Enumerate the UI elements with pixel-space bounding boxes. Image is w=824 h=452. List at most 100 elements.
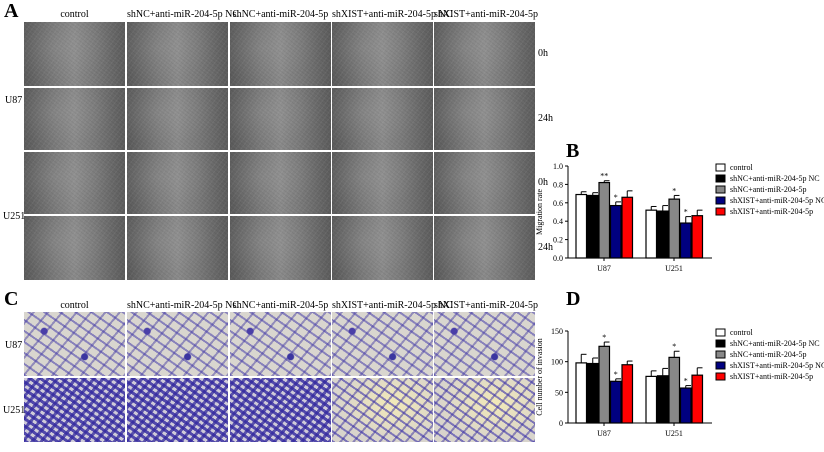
- legend-entry: shXIST+anti-miR-204-5p NC: [730, 361, 824, 370]
- invasion-micrograph: [332, 378, 433, 442]
- column-label: shXIST+anti-miR-204-5p NC: [332, 300, 453, 311]
- migration-micrograph: [434, 216, 535, 280]
- bar: [609, 204, 622, 259]
- y-tick-label: 0.8: [553, 180, 563, 189]
- legend-swatch: [715, 174, 726, 183]
- bar: [668, 356, 681, 424]
- significance-mark: *: [602, 333, 606, 342]
- bar: [691, 215, 704, 259]
- significance-mark: *: [614, 193, 618, 202]
- y-axis-label: Migration rate: [535, 189, 544, 235]
- legend-swatch: [715, 350, 726, 359]
- bar: [575, 362, 588, 424]
- migration-micrograph: [434, 152, 535, 214]
- column-label: shNC+anti-miR-204-5p NC: [127, 300, 240, 311]
- y-axis-label: Cell number of invasion: [535, 338, 544, 416]
- bar: [691, 374, 704, 424]
- x-tick-label: U87: [597, 429, 611, 438]
- y-tick-label: 0.0: [553, 254, 563, 263]
- y-tick-label: 0.4: [553, 217, 563, 226]
- bar: [609, 380, 622, 424]
- y-tick-label: 50: [555, 388, 563, 397]
- y-tick-label: 100: [551, 358, 563, 367]
- column-label: shXIST+anti-miR-204-5p: [434, 9, 538, 20]
- bar: [645, 209, 658, 259]
- bar: [598, 345, 611, 424]
- significance-mark: *: [684, 377, 688, 386]
- bar: [656, 210, 669, 259]
- invasion-chart: 0 50 100 150 Cell number of invasion * * U87 * * U…: [535, 327, 824, 438]
- legend-entry: control: [730, 163, 753, 172]
- migration-micrograph: [24, 22, 125, 86]
- significance-mark: *: [672, 186, 676, 195]
- legend-entry: control: [730, 328, 753, 337]
- migration-micrograph: [230, 88, 331, 150]
- column-label: control: [60, 9, 89, 20]
- bar: [645, 375, 658, 424]
- y-tick-label: 0: [559, 419, 563, 428]
- significance-mark: *: [684, 208, 688, 217]
- migration-micrograph: [434, 88, 535, 150]
- migration-micrograph: [230, 216, 331, 280]
- column-label: shXIST+anti-miR-204-5p: [434, 300, 538, 311]
- column-label: shNC+anti-miR-204-5p NC: [127, 9, 240, 20]
- timepoint-label: 24h: [538, 113, 553, 124]
- migration-micrograph: [230, 22, 331, 86]
- bar: [621, 196, 634, 259]
- migration-micrograph: [230, 152, 331, 214]
- column-label: shXIST+anti-miR-204-5p NC: [332, 9, 453, 20]
- invasion-micrograph: [24, 378, 125, 442]
- panel-label-b: B: [566, 140, 580, 162]
- panel-label-d: D: [566, 288, 581, 310]
- cell-line-label: U251: [3, 211, 26, 222]
- legend-swatch: [715, 163, 726, 172]
- migration-micrograph: [24, 216, 125, 280]
- bar: [575, 193, 588, 259]
- x-tick-label: U251: [665, 429, 683, 438]
- invasion-micrograph: [434, 378, 535, 442]
- bar: [586, 194, 599, 259]
- migration-micrograph: [434, 22, 535, 86]
- y-tick-label: 150: [551, 327, 563, 336]
- legend-swatch: [715, 196, 726, 205]
- column-label: shNC+anti-miR-204-5p: [232, 300, 329, 311]
- legend-swatch: [715, 339, 726, 348]
- migration-micrograph: [332, 88, 433, 150]
- x-tick-label: U251: [665, 264, 683, 273]
- y-tick-label: 0.6: [553, 199, 563, 208]
- timepoint-label: 24h: [538, 242, 553, 253]
- migration-micrograph: [24, 152, 125, 214]
- y-tick-label: 0.2: [553, 236, 563, 245]
- y-tick-label: 1.0: [553, 162, 563, 171]
- cell-line-label: U251: [3, 405, 26, 416]
- migration-micrograph: [332, 152, 433, 214]
- significance-mark: *: [614, 370, 618, 379]
- legend-swatch: [715, 207, 726, 216]
- column-label: shNC+anti-miR-204-5p: [232, 9, 329, 20]
- cell-line-label: U87: [5, 340, 23, 351]
- invasion-micrograph: [434, 312, 535, 376]
- significance-mark: *: [672, 342, 676, 351]
- legend-swatch: [715, 361, 726, 370]
- invasion-micrograph: [24, 312, 125, 376]
- legend-entry: shNC+anti-miR-204-5p: [730, 185, 807, 194]
- invasion-micrograph: [332, 312, 433, 376]
- panel-label-c: C: [4, 288, 19, 310]
- migration-micrograph: [332, 216, 433, 280]
- bar: [668, 198, 681, 259]
- timepoint-label: 0h: [538, 177, 548, 188]
- invasion-micrograph: [127, 312, 228, 376]
- migration-micrograph: [24, 88, 125, 150]
- legend-swatch: [715, 328, 726, 337]
- migration-micrograph: [332, 22, 433, 86]
- significance-mark: **: [600, 172, 608, 181]
- bar: [656, 375, 669, 424]
- migration-micrograph: [127, 88, 228, 150]
- legend-entry: shNC+anti-miR-204-5p NC: [730, 174, 820, 183]
- bar: [679, 222, 692, 259]
- legend-entry: shXIST+anti-miR-204-5p: [730, 207, 813, 216]
- invasion-micrograph: [127, 378, 228, 442]
- bar: [598, 181, 611, 259]
